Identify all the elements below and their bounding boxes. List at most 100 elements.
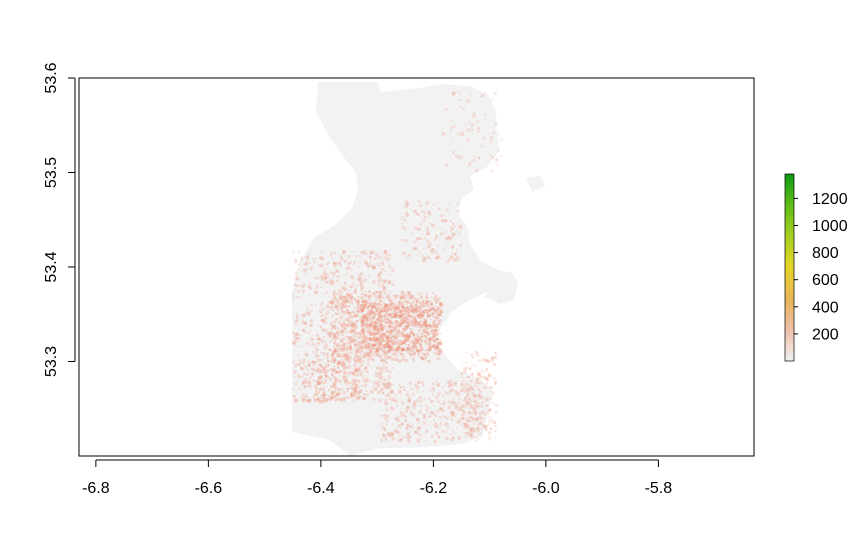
raster-cell (320, 251, 323, 254)
raster-cell (444, 390, 448, 395)
raster-cell (409, 297, 412, 300)
raster-cell (480, 410, 484, 414)
raster-cell (456, 229, 458, 232)
raster-cell (357, 303, 361, 307)
raster-cell (382, 344, 386, 348)
raster-cell (309, 344, 312, 347)
raster-cell (349, 358, 352, 362)
raster-cell (388, 385, 391, 389)
raster-cell (374, 340, 378, 343)
raster-cell (333, 342, 336, 344)
raster-cell (474, 381, 478, 384)
raster-cell (390, 303, 394, 306)
raster-cell (317, 376, 321, 380)
raster-cell (431, 312, 434, 315)
raster-cell (307, 381, 310, 384)
raster-cell (405, 336, 407, 339)
raster-cell (437, 255, 440, 258)
raster-cell (466, 387, 469, 391)
raster-cell (423, 256, 427, 260)
raster-cell (444, 385, 446, 387)
raster-cell (481, 401, 484, 404)
raster-cell (458, 402, 461, 405)
raster-cell (322, 366, 324, 368)
raster-cell (362, 397, 366, 401)
raster-cell (471, 392, 475, 396)
raster-cell (436, 327, 438, 328)
raster-cell (437, 308, 440, 311)
raster-cell (464, 432, 466, 434)
raster-cell (417, 323, 421, 327)
raster-cell (378, 295, 382, 299)
raster-cell (379, 290, 383, 294)
raster-cell (425, 309, 428, 312)
raster-cell (294, 339, 297, 341)
raster-cell (458, 224, 462, 229)
raster-cell (395, 321, 397, 323)
raster-cell (417, 350, 421, 354)
raster-cell (383, 314, 386, 318)
raster-cell (294, 271, 298, 275)
raster-cell (372, 342, 374, 344)
raster-cell (410, 321, 414, 324)
raster-cell (325, 374, 327, 376)
raster-cell (389, 347, 391, 349)
raster-cell (389, 290, 392, 292)
raster-cell (421, 210, 424, 212)
raster-cell (323, 366, 327, 370)
raster-cell (318, 364, 321, 367)
raster-cell (376, 255, 380, 259)
raster-cell (353, 314, 357, 318)
raster-cell (436, 383, 440, 387)
raster-cell (375, 299, 377, 301)
raster-cell (438, 436, 440, 439)
raster-cell (378, 345, 380, 348)
raster-cell (296, 278, 299, 281)
raster-cell (340, 284, 342, 286)
raster-cell (376, 297, 380, 301)
raster-cell (377, 384, 381, 388)
raster-cell (304, 394, 307, 398)
raster-cell (361, 280, 365, 284)
raster-cell (373, 331, 376, 334)
raster-cell (410, 331, 414, 335)
raster-cell (383, 288, 387, 292)
raster-cell (370, 305, 374, 309)
raster-cell (415, 346, 418, 349)
raster-cell (347, 335, 351, 339)
raster-cell (399, 325, 401, 327)
raster-cell (410, 348, 412, 350)
raster-cell (402, 294, 405, 297)
raster-cell (368, 310, 372, 314)
raster-cell (381, 319, 385, 322)
raster-cell (469, 405, 473, 409)
raster-cell (337, 360, 341, 364)
raster-cell (334, 336, 338, 340)
raster-cell (476, 353, 480, 357)
raster-cell (331, 300, 335, 305)
raster-cell (400, 413, 404, 418)
raster-cell (356, 310, 360, 314)
raster-cell (330, 359, 333, 363)
raster-cell (294, 259, 298, 262)
raster-cell (356, 310, 359, 313)
raster-cell (416, 321, 421, 326)
raster-cell (460, 372, 463, 376)
raster-cell (388, 334, 390, 336)
raster-cell (362, 333, 365, 336)
raster-cell (353, 358, 356, 361)
raster-cell (448, 400, 452, 404)
raster-cell (402, 386, 405, 388)
raster-cell (335, 370, 340, 374)
raster-cell (331, 305, 334, 308)
raster-cell (406, 346, 410, 350)
raster-cell (452, 223, 455, 226)
raster-cell (429, 414, 432, 418)
raster-cell (413, 209, 417, 213)
raster-cell (377, 272, 381, 277)
raster-cell (457, 132, 461, 136)
raster-cell (376, 291, 378, 293)
raster-cell (339, 263, 342, 266)
raster-cell (335, 340, 337, 342)
raster-cell (454, 390, 456, 392)
